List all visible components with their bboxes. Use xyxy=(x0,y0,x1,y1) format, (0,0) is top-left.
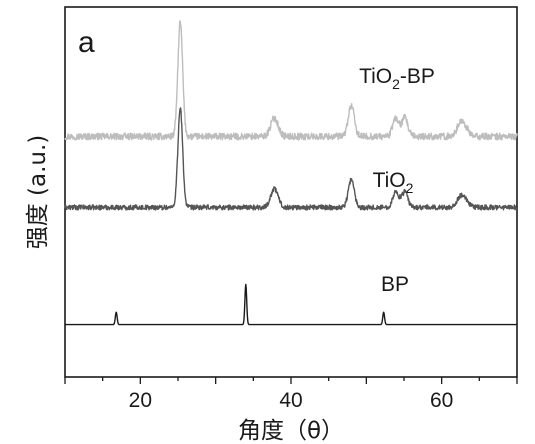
series-line-tio2-bp xyxy=(64,20,518,141)
plot-frame xyxy=(64,6,518,378)
series-labels: TiO2-BP TiO2 BP xyxy=(359,65,435,296)
x-tick-label: 20 xyxy=(129,389,152,412)
panel-label: a xyxy=(78,26,95,59)
series-line-tio2 xyxy=(64,107,518,211)
series-layer xyxy=(64,20,518,326)
x-axis-label: 角度（θ） xyxy=(238,418,344,444)
series-label-tio2: TiO2 xyxy=(373,169,414,196)
series-line-bp xyxy=(64,283,518,326)
y-axis-label: 强度 (a.u.) xyxy=(25,135,51,250)
x-tick-label: 60 xyxy=(430,389,453,412)
series-label-bp: BP xyxy=(381,273,409,296)
x-tick-labels: 20 40 60 xyxy=(129,389,454,412)
x-tick-label: 40 xyxy=(279,389,302,412)
x-axis-ticks xyxy=(64,377,518,384)
series-label-tio2-bp: TiO2-BP xyxy=(359,65,435,92)
